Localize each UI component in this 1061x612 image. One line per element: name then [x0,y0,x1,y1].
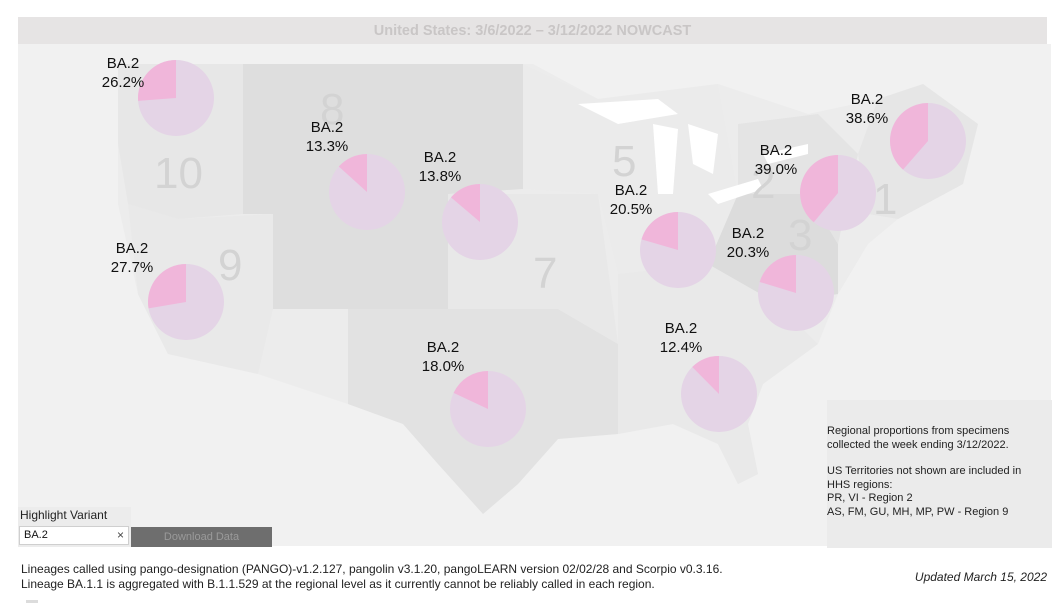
pie-region-9 [148,264,224,340]
region-number-3: 3 [788,211,813,260]
pie-label-region-5: BA.2 20.5% [609,182,653,218]
lake-superior [578,99,678,124]
pie-region-10 [138,60,214,136]
download-data-button[interactable]: Download Data [131,527,272,547]
pie-label-region-3: BA.2 20.3% [726,225,770,261]
region-number-2: 2 [751,159,776,208]
pie-region-6 [450,371,526,447]
pie-region-1 [890,103,966,179]
footer-line-2: Lineage BA.1.1 is aggregated with B.1.1.… [21,576,655,591]
pie-region-7 [442,184,518,260]
scroll-marker [26,600,38,603]
pie-ba2-slice [451,184,480,222]
pie-label-region-10: BA.2 26.2% [101,55,145,91]
pie-label-region-1: BA.2 38.6% [845,91,889,127]
pie-ba2-slice [148,264,186,309]
pie-region-5 [640,212,716,288]
clear-icon[interactable]: × [116,528,124,542]
info-line: collected the week ending 3/12/2022. [827,438,1009,451]
highlight-variant-input[interactable]: BA.2 × [19,526,129,545]
info-line: HHS regions: [827,478,893,491]
pie-ba2-slice [641,212,678,250]
highlight-variant-value: BA.2 [24,529,48,541]
pie-ba2-slice [800,155,838,223]
region-number-1: 1 [873,175,898,224]
pie-ba2-slice [453,371,488,409]
pie-region-3 [758,255,834,331]
info-line: US Territories not shown are included in [827,465,1022,477]
pie-ba2-slice [138,60,176,101]
highlight-variant-label: Highlight Variant [20,508,108,522]
region-number-7: 7 [533,249,558,298]
updated-date: Updated March 15, 2022 [914,570,1047,584]
pie-label-region-4: BA.2 12.4% [659,320,703,356]
footer-line-1: Lineages called using pango-designation … [21,562,723,576]
lake-ontario [763,144,808,164]
footer-notes: Lineages called using pango-designation … [21,562,723,591]
lake-huron [688,124,718,174]
pie-ba2-slice [338,154,367,192]
info-line: AS, FM, GU, MH, MP, PW - Region 9 [827,505,1009,518]
pie-ba2-slice [890,103,928,170]
pie-label-region-2: BA.2 39.0% [754,142,798,178]
pie-label-region-6: BA.2 18.0% [421,339,465,375]
map-title: United States: 3/6/2022 – 3/12/2022 NOWC… [18,17,1047,44]
pie-region-2 [800,155,876,231]
pie-ba2-slice [692,356,719,394]
pie-ba2-slice [759,255,796,293]
region-number-9: 9 [218,241,243,290]
pie-region-4 [681,356,757,432]
info-line: PR, VI - Region 2 [827,492,913,504]
region-number-10: 10 [154,149,203,198]
pie-label-region-9: BA.2 27.7% [110,240,154,276]
lake-michigan [653,124,678,194]
region-number-5: 5 [612,137,637,186]
highlight-variant-panel: Highlight Variant BA.2 × [18,507,131,547]
info-box: Regional proportions from specimens coll… [827,400,1052,548]
pie-label-region-7: BA.2 13.8% [418,149,462,185]
info-line: Regional proportions from specimens [827,425,1010,437]
region-number-8: 8 [320,85,345,134]
pie-region-8 [329,154,405,230]
lake-erie [708,179,763,204]
pie-label-region-8: BA.2 13.3% [305,119,349,155]
